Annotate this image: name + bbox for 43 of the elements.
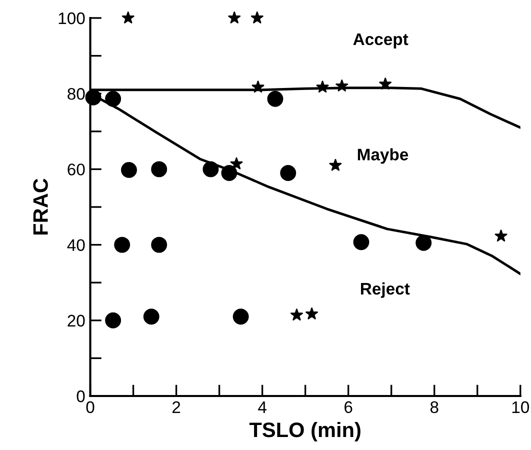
- annotation: Reject: [361, 282, 410, 298]
- annotation: Maybe: [358, 148, 408, 164]
- point: [232, 308, 249, 325]
- point: [114, 236, 130, 253]
- point: [221, 165, 238, 181]
- point: [151, 161, 168, 178]
- y-tick-label: 0: [76, 390, 85, 402]
- y-tick-label: 20: [68, 314, 85, 327]
- point: [202, 161, 219, 178]
- point: [228, 11, 241, 24]
- x-tick-label: 0: [86, 401, 94, 414]
- point: [280, 165, 296, 181]
- point: [290, 308, 303, 321]
- y-tick-label: 40: [67, 239, 85, 252]
- y-tick-label: 80: [68, 88, 85, 100]
- point: [230, 157, 243, 170]
- x-tick-label: 6: [344, 401, 352, 414]
- point: [122, 11, 134, 24]
- point: [306, 307, 318, 320]
- x-tick-label: 8: [430, 401, 438, 414]
- point: [336, 80, 348, 92]
- point: [105, 90, 122, 107]
- point: [329, 158, 342, 171]
- y-tick-label: 60: [68, 164, 85, 176]
- point: [105, 312, 122, 328]
- point: [252, 80, 264, 93]
- point: [121, 162, 137, 178]
- point: [494, 230, 508, 242]
- y-tick-label: 100: [58, 12, 85, 24]
- point: [143, 308, 160, 325]
- point: [379, 78, 392, 90]
- x-tick-label: 4: [258, 401, 266, 413]
- y-axis-title: FRAC: [33, 178, 48, 235]
- point: [267, 90, 284, 107]
- point: [416, 234, 432, 251]
- x-tick-label: 2: [172, 401, 180, 413]
- point: [250, 11, 264, 24]
- annotation: Accept: [353, 34, 408, 48]
- point: [353, 234, 370, 250]
- x-tick-label: 10: [512, 401, 529, 414]
- point: [316, 80, 329, 93]
- point: [151, 236, 168, 253]
- x-axis-title: TSLO (min): [249, 422, 360, 442]
